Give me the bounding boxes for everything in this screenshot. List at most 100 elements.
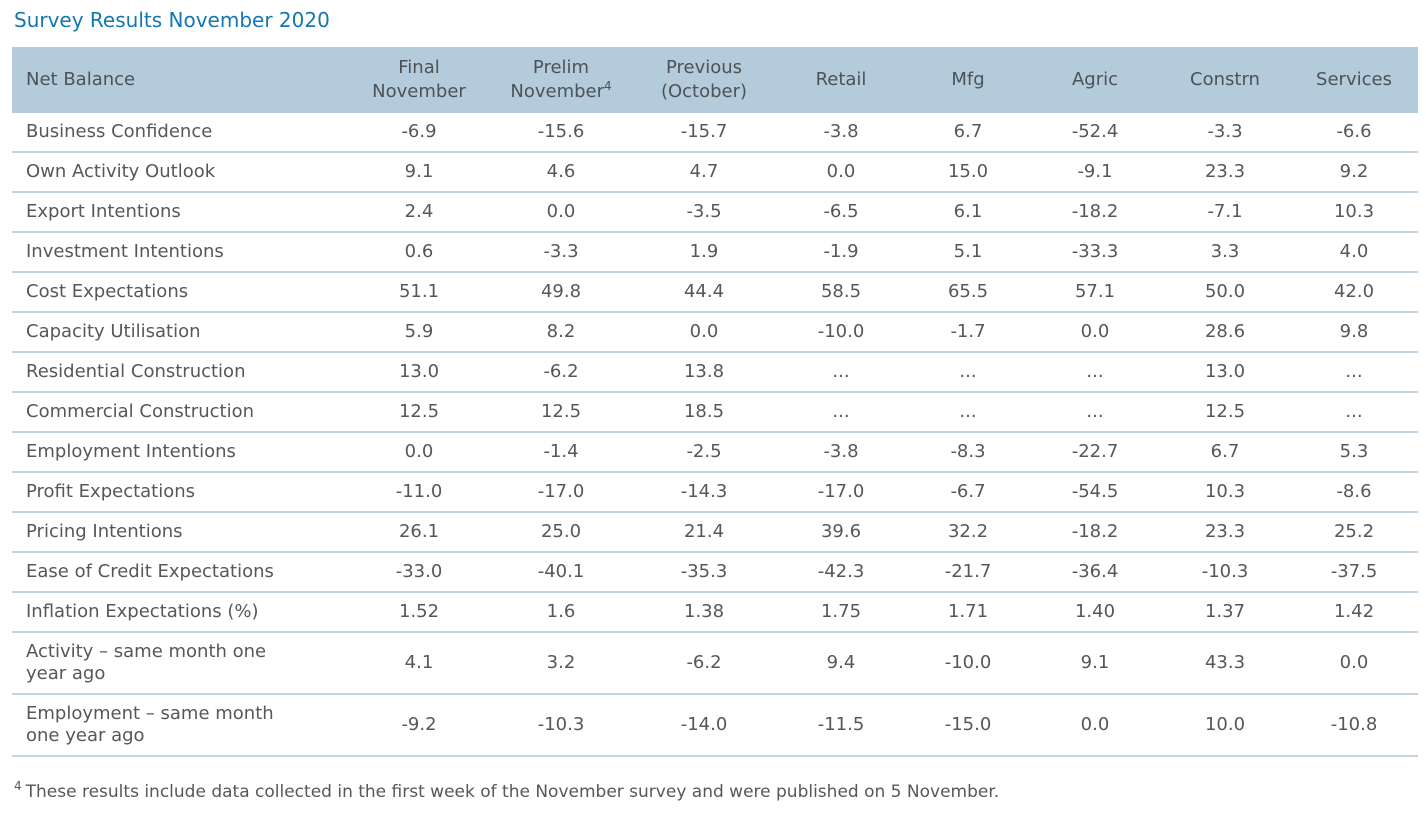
row-label: Pricing Intentions: [12, 512, 348, 553]
table-row: Pricing Intentions 26.1 25.0 21.4 39.6 32.2 -1…: [12, 512, 1418, 553]
value-cell: -6.2: [632, 632, 776, 695]
table-row: Capacity Utilisation 5.9 8.2 0.0 -10.0 -1.7 0.…: [12, 312, 1418, 353]
table-row: Cost Expectations 51.1 49.8 44.4 58.5 65.5 57.…: [12, 272, 1418, 313]
value-cell: 23.3: [1160, 152, 1290, 193]
value-cell: -9.2: [348, 694, 490, 757]
value-cell: -6.2: [490, 352, 632, 393]
value-cell: 4.0: [1290, 232, 1418, 273]
value-cell: 49.8: [490, 272, 632, 313]
value-cell: -10.8: [1290, 694, 1418, 757]
value-cell: 9.4: [776, 632, 906, 695]
column-header-retail: Retail: [776, 47, 906, 113]
value-cell: -3.3: [1160, 113, 1290, 153]
value-cell: ...: [1030, 352, 1160, 393]
footnote-marker: 4: [14, 779, 22, 794]
column-header-previous-october: Previous (October): [632, 47, 776, 113]
value-cell: -18.2: [1030, 512, 1160, 553]
value-cell: -35.3: [632, 552, 776, 593]
value-cell: 8.2: [490, 312, 632, 353]
value-cell: -33.0: [348, 552, 490, 593]
value-cell: ...: [776, 352, 906, 393]
column-header-mfg: Mfg: [906, 47, 1030, 113]
value-cell: 21.4: [632, 512, 776, 553]
value-cell: -1.9: [776, 232, 906, 273]
value-cell: 32.2: [906, 512, 1030, 553]
value-cell: ...: [1030, 392, 1160, 433]
value-cell: 3.3: [1160, 232, 1290, 273]
value-cell: 2.4: [348, 192, 490, 233]
value-cell: 4.1: [348, 632, 490, 695]
value-cell: -3.3: [490, 232, 632, 273]
value-cell: -40.1: [490, 552, 632, 593]
table-row: Inflation Expectations (%) 1.52 1.6 1.38 1.7…: [12, 592, 1418, 633]
row-label: Activity – same month one year ago: [12, 632, 348, 695]
value-cell: ...: [906, 392, 1030, 433]
value-cell: 13.0: [1160, 352, 1290, 393]
row-label: Investment Intentions: [12, 232, 348, 273]
value-cell: 1.40: [1030, 592, 1160, 633]
footnote: 4 These results include data collected in…: [14, 779, 1426, 803]
value-cell: 12.5: [1160, 392, 1290, 433]
value-cell: 51.1: [348, 272, 490, 313]
value-cell: 0.0: [1290, 632, 1418, 695]
value-cell: 9.2: [1290, 152, 1418, 193]
value-cell: 25.0: [490, 512, 632, 553]
value-cell: 25.2: [1290, 512, 1418, 553]
row-label: Employment – same month one year ago: [12, 694, 348, 757]
value-cell: 12.5: [490, 392, 632, 433]
table-header-row: Net Balance Final November Prelim November4 P…: [12, 47, 1418, 113]
value-cell: 50.0: [1160, 272, 1290, 313]
table-row: Employment – same month one year ago -9.2…: [12, 694, 1418, 757]
value-cell: 1.37: [1160, 592, 1290, 633]
value-cell: 5.1: [906, 232, 1030, 273]
value-cell: -17.0: [490, 472, 632, 513]
table-row: Employment Intentions 0.0 -1.4 -2.5 -3.8 -8.3…: [12, 432, 1418, 473]
table-row: Own Activity Outlook 9.1 4.6 4.7 0.0 15.0 -9.1…: [12, 152, 1418, 193]
value-cell: -11.5: [776, 694, 906, 757]
row-label: Residential Construction: [12, 352, 348, 393]
value-cell: -1.7: [906, 312, 1030, 353]
value-cell: 0.0: [1030, 312, 1160, 353]
value-cell: 0.6: [348, 232, 490, 273]
row-label: Own Activity Outlook: [12, 152, 348, 193]
value-cell: 0.0: [348, 432, 490, 473]
value-cell: -2.5: [632, 432, 776, 473]
value-cell: 23.3: [1160, 512, 1290, 553]
value-cell: 65.5: [906, 272, 1030, 313]
table-row: Profit Expectations -11.0 -17.0 -14.3 -17.0-…: [12, 472, 1418, 513]
table-row: Business Confidence -6.9 -15.6 -15.7 -3.8 6.7…: [12, 113, 1418, 153]
value-cell: -33.3: [1030, 232, 1160, 273]
value-cell: 1.75: [776, 592, 906, 633]
value-cell: -7.1: [1160, 192, 1290, 233]
survey-results-table: Net Balance Final November Prelim November4 P…: [12, 47, 1418, 757]
value-cell: -6.7: [906, 472, 1030, 513]
value-cell: -10.3: [490, 694, 632, 757]
value-cell: 10.3: [1160, 472, 1290, 513]
value-cell: -42.3: [776, 552, 906, 593]
row-label: Commercial Construction: [12, 392, 348, 433]
value-cell: -21.7: [906, 552, 1030, 593]
row-label: Ease of Credit Expectations: [12, 552, 348, 593]
value-cell: 39.6: [776, 512, 906, 553]
value-cell: -17.0: [776, 472, 906, 513]
value-cell: 43.3: [1160, 632, 1290, 695]
value-cell: 0.0: [1030, 694, 1160, 757]
row-label: Employment Intentions: [12, 432, 348, 473]
value-cell: ...: [906, 352, 1030, 393]
value-cell: 1.38: [632, 592, 776, 633]
value-cell: 13.8: [632, 352, 776, 393]
value-cell: 13.0: [348, 352, 490, 393]
table-row: Activity – same month one year ago 4.1 3.2…: [12, 632, 1418, 695]
footnote-ref: 4: [604, 79, 612, 93]
page-title: Survey Results November 2020: [14, 8, 330, 32]
value-cell: 0.0: [632, 312, 776, 353]
value-cell: ...: [1290, 392, 1418, 433]
value-cell: 58.5: [776, 272, 906, 313]
value-cell: 10.3: [1290, 192, 1418, 233]
value-cell: -36.4: [1030, 552, 1160, 593]
value-cell: 4.7: [632, 152, 776, 193]
value-cell: 1.9: [632, 232, 776, 273]
footnote-text: These results include data collected in …: [25, 782, 1000, 802]
value-cell: -37.5: [1290, 552, 1418, 593]
value-cell: -10.3: [1160, 552, 1290, 593]
